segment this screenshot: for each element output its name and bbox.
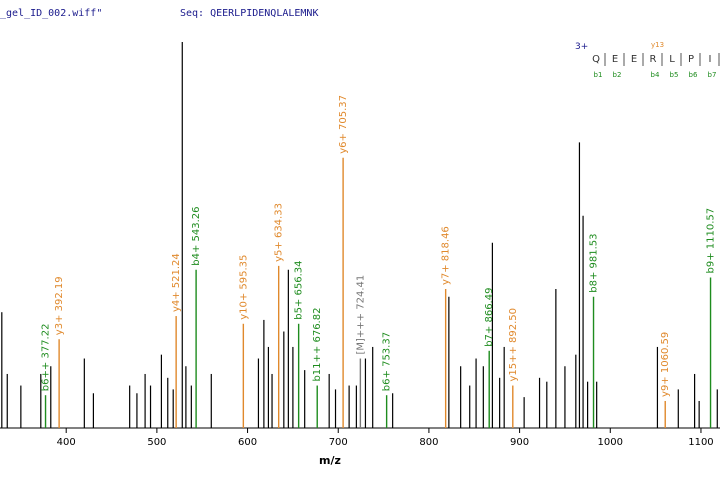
peak-label: b11++ 676.82 [312, 308, 323, 382]
x-tick-label: 600 [238, 437, 257, 448]
peak-label: b9+ 1110.57 [706, 208, 717, 274]
file-name: _gel_ID_002.wiff" [0, 8, 102, 19]
residue: L [669, 54, 675, 65]
x-tick-label: 500 [147, 437, 166, 448]
b-ion-label: b1 [594, 71, 603, 79]
peak-label: y4+ 521.24 [171, 253, 182, 312]
b-ion-label: b2 [613, 71, 622, 79]
x-tick-label: 900 [510, 437, 529, 448]
residue: R [650, 54, 657, 65]
residue: E [631, 54, 637, 65]
peak-label: y7+ 818.46 [441, 226, 452, 285]
x-axis-label: m/z [319, 454, 341, 467]
residue: Q [592, 54, 600, 65]
x-tick-label: 1000 [598, 437, 623, 448]
peak-label: y15++ 892.50 [508, 308, 519, 382]
peak-label: [M]+++ 724.41 [355, 275, 366, 355]
peak-label: y6+ 705.37 [338, 95, 349, 154]
b-ion-label: b6 [689, 71, 698, 79]
peak-label: y5+ 634.33 [274, 203, 285, 262]
x-tick-label: 1100 [688, 437, 713, 448]
peak-label: b6++ 377.22 [41, 324, 52, 392]
charge-state: 3+ [575, 42, 588, 52]
y-ion-label: y13 [651, 41, 664, 49]
peak-label: y9+ 1060.59 [660, 332, 671, 397]
peak-label: b6+ 753.37 [382, 332, 393, 391]
x-tick-label: 700 [329, 437, 348, 448]
peak-label: b8+ 981.53 [589, 233, 600, 292]
residue: P [688, 54, 694, 65]
b-ion-label: b5 [670, 71, 679, 79]
peak-label: y3+ 392.19 [54, 276, 65, 335]
residue: E [612, 54, 618, 65]
peak-label: b7+ 866.49 [484, 288, 495, 347]
x-tick-label: 800 [419, 437, 438, 448]
x-tick-label: 400 [57, 437, 76, 448]
sequence: Seq: QEERLPIDENQLALEMNK [180, 8, 318, 19]
residue: I [709, 54, 712, 65]
peak-label: b5+ 656.34 [294, 261, 305, 320]
b-ion-label: b7 [708, 71, 717, 79]
peak-label: b4+ 543.26 [191, 206, 202, 265]
peak-label: y10+ 595.35 [238, 255, 249, 320]
b-ion-label: b4 [651, 71, 660, 79]
